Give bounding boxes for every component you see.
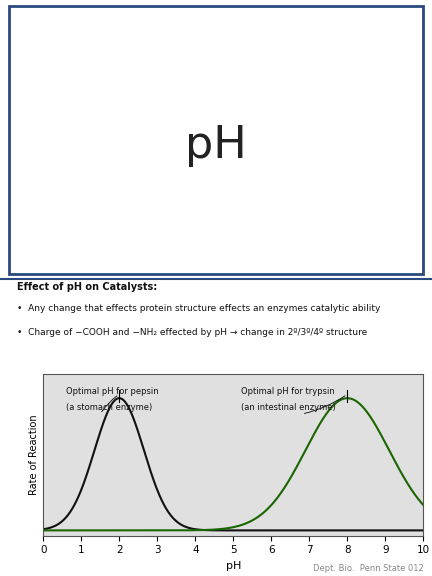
Text: Effect of pH on Catalysts:: Effect of pH on Catalysts: [17,282,158,292]
Text: Optimal pH for pepsin: Optimal pH for pepsin [66,387,159,396]
Y-axis label: Rate of Reaction: Rate of Reaction [29,415,39,495]
Text: Dept. Bio.  Penn State 012: Dept. Bio. Penn State 012 [313,564,423,573]
Text: (an intestinal enzyme): (an intestinal enzyme) [241,403,336,412]
Text: •  Any change that effects protein structure effects an enzymes catalytic abilit: • Any change that effects protein struct… [17,304,381,313]
Text: pH: pH [185,124,247,167]
Text: Optimal pH for trypsin: Optimal pH for trypsin [241,387,335,396]
Text: (a stomach enzyme): (a stomach enzyme) [66,403,152,412]
X-axis label: pH: pH [226,561,241,571]
Text: •  Charge of −COOH and −NH₂ effected by pH → change in 2º/3º/4º structure: • Charge of −COOH and −NH₂ effected by p… [17,328,368,338]
